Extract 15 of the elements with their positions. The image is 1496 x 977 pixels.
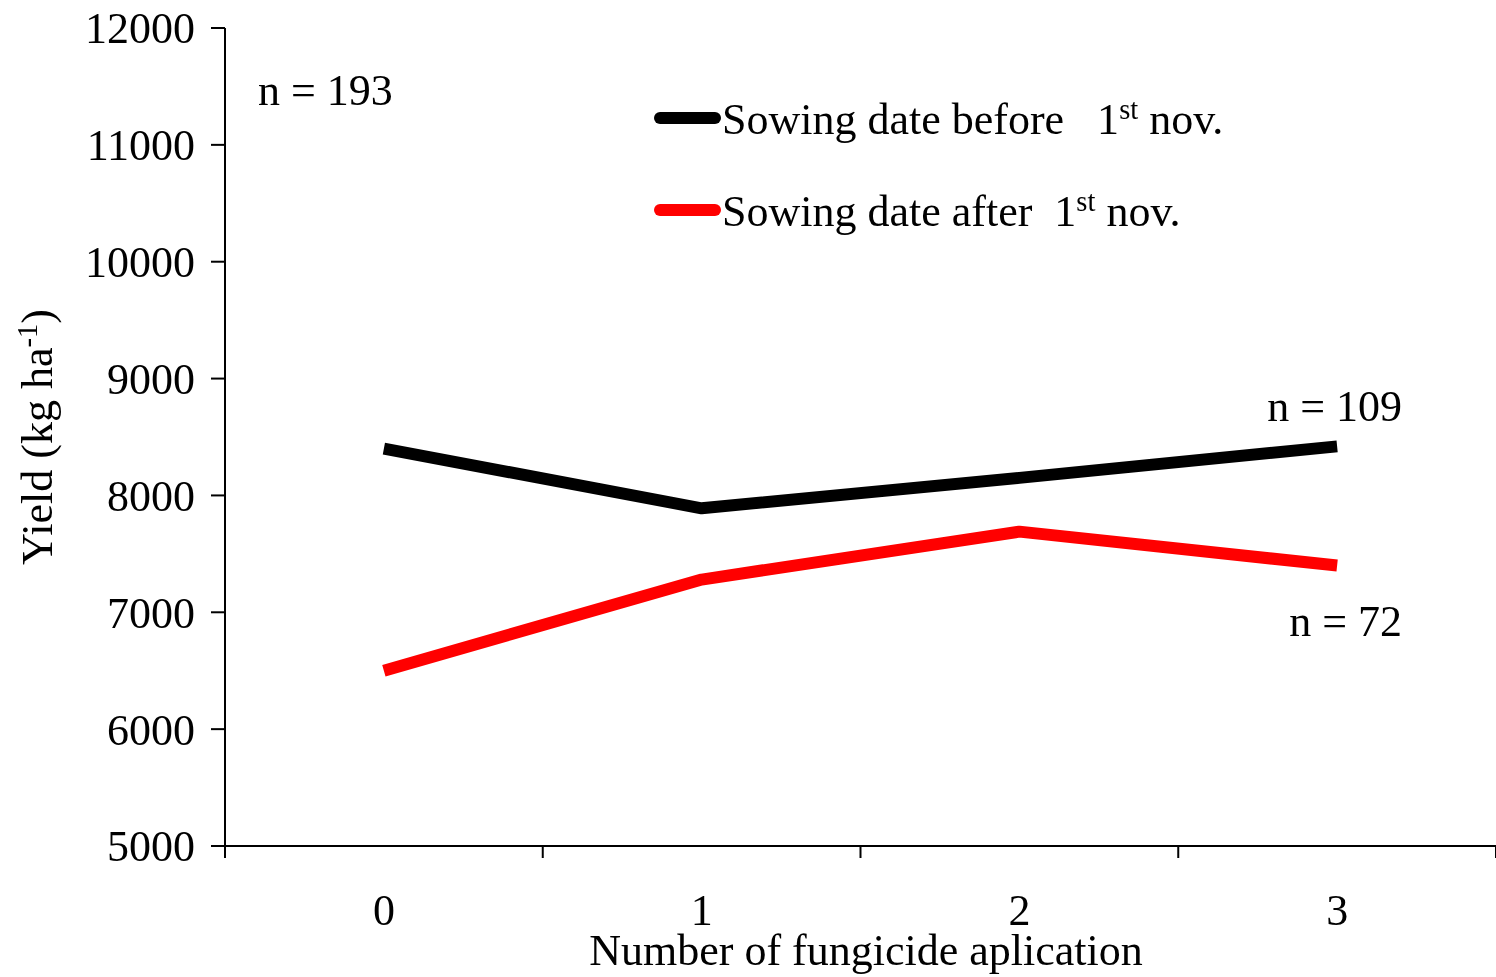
x-tick-label: 3 <box>1326 886 1349 935</box>
y-tick-label: 9000 <box>107 354 195 404</box>
x-tick-label: 0 <box>372 886 395 935</box>
legend-label: Sowing date after 1$^{st}$ nov. <box>722 185 1181 236</box>
y-tick-label: 7000 <box>107 588 195 638</box>
annotation: n = 193 <box>258 66 393 115</box>
y-tick-label: 8000 <box>107 471 195 521</box>
legend-label: Sowing date before 1$^{st}$ nov. <box>722 93 1224 144</box>
annotation: n = 72 <box>1289 596 1403 646</box>
y-tick-label: 11000 <box>86 121 195 171</box>
y-tick-label: 5000 <box>107 822 195 872</box>
y-tick-label: 10000 <box>85 238 195 288</box>
y-tick-label: 12000 <box>85 4 195 54</box>
y-tick-label: 6000 <box>107 705 195 755</box>
annotation: n = 109 <box>1267 382 1403 432</box>
